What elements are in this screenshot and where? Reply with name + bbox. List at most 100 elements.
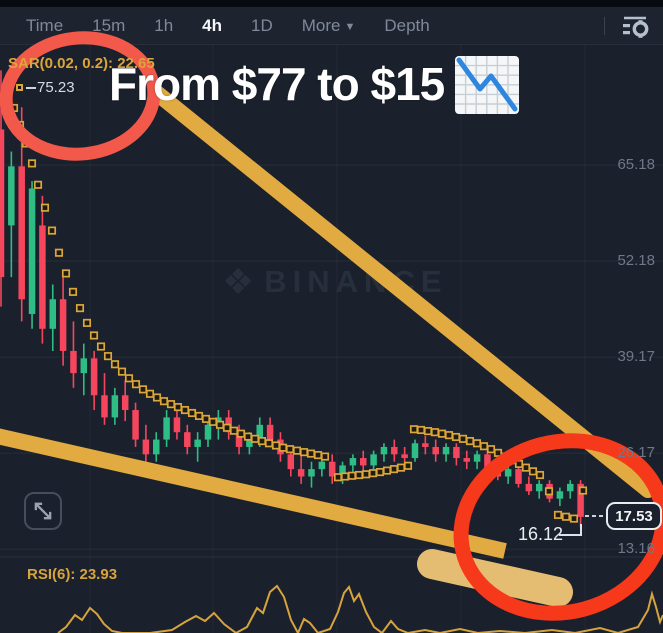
low-marker-connector-tick bbox=[580, 524, 582, 536]
sar-dot bbox=[27, 159, 37, 168]
drawn-trend-line bbox=[0, 428, 507, 559]
chevron-down-icon: ▼ bbox=[344, 20, 356, 33]
candle-body bbox=[401, 454, 408, 459]
toolbar-interval-depth[interactable]: Depth bbox=[384, 15, 430, 35]
candle-body bbox=[90, 358, 98, 396]
sar-dot bbox=[521, 463, 531, 472]
candle-body bbox=[577, 483, 584, 517]
candle-body bbox=[111, 395, 119, 418]
candle-body bbox=[411, 443, 419, 459]
candle-body bbox=[246, 439, 253, 447]
candle-body bbox=[142, 439, 150, 455]
sar-dot bbox=[437, 429, 447, 438]
candle-body bbox=[370, 454, 377, 466]
sar-dot bbox=[561, 512, 571, 521]
sar-dot bbox=[553, 510, 563, 519]
candle-body bbox=[422, 443, 429, 447]
candle-body bbox=[59, 299, 67, 351]
candle-body bbox=[204, 424, 212, 440]
sar-dot bbox=[361, 470, 371, 479]
candle-body bbox=[463, 458, 470, 462]
sar-dot bbox=[472, 439, 482, 448]
chart-decreasing-emoji-icon bbox=[455, 56, 520, 114]
toolbar-interval-time[interactable]: Time bbox=[26, 15, 64, 35]
sar-start-price: 75.23 bbox=[37, 79, 75, 96]
candle-body bbox=[525, 483, 533, 492]
toolbar-interval-1d[interactable]: 1D bbox=[251, 15, 273, 35]
sar-dot bbox=[430, 428, 440, 437]
sar-dot bbox=[299, 448, 309, 457]
sar-dot bbox=[451, 432, 461, 442]
sar-dot bbox=[131, 380, 141, 389]
sar-dot bbox=[368, 469, 378, 478]
sar-dot bbox=[187, 408, 197, 418]
expand-chart-button[interactable] bbox=[24, 492, 62, 530]
sar-dot bbox=[138, 385, 148, 394]
sar-dot bbox=[313, 451, 323, 460]
candle-body bbox=[18, 166, 25, 300]
sar-dot bbox=[528, 467, 538, 476]
toolbar-interval-15m[interactable]: 15m bbox=[92, 15, 126, 35]
top-black-strip bbox=[0, 0, 663, 7]
sar-dot bbox=[306, 449, 316, 458]
meme-title: From $77 to $15 bbox=[109, 53, 520, 115]
candle-body bbox=[163, 417, 170, 440]
sar-dot bbox=[194, 411, 204, 420]
candle-body bbox=[556, 491, 564, 499]
sar-dot bbox=[243, 432, 253, 441]
candle-body bbox=[484, 454, 491, 471]
sar-dot bbox=[409, 425, 419, 434]
candle-body bbox=[432, 446, 439, 455]
toolbar-interval-4h[interactable]: 4h bbox=[202, 15, 222, 35]
candle-body bbox=[101, 395, 108, 418]
candle-body bbox=[153, 439, 160, 455]
sar-dot bbox=[145, 389, 155, 398]
candle-body bbox=[308, 469, 315, 477]
candle-body bbox=[266, 424, 274, 440]
sar-dot bbox=[292, 446, 302, 455]
sar-dot bbox=[89, 331, 99, 340]
sar-dot bbox=[458, 434, 468, 443]
sar-dot bbox=[354, 470, 364, 480]
sar-dot bbox=[173, 403, 183, 412]
sar-dot bbox=[444, 431, 454, 440]
price-axis-label: 39.17 bbox=[617, 348, 655, 366]
candle-body bbox=[0, 129, 5, 278]
price-axis-label: 26.17 bbox=[617, 444, 655, 462]
sar-dot bbox=[347, 471, 357, 480]
sar-dot bbox=[68, 287, 78, 296]
sar-dot bbox=[117, 367, 127, 376]
drawn-trend-line bbox=[150, 86, 656, 498]
toolbar-interval-1h[interactable]: 1h bbox=[154, 15, 174, 35]
indicator-settings-icon[interactable] bbox=[617, 12, 653, 40]
candle-body bbox=[380, 446, 388, 455]
candle-body bbox=[49, 299, 56, 329]
sar-dot bbox=[544, 487, 554, 496]
sar-dot-icon bbox=[16, 84, 23, 91]
sar-dot bbox=[486, 445, 496, 454]
sar-dot bbox=[222, 423, 232, 432]
candle-body bbox=[287, 454, 295, 470]
sar-indicator-label: SAR(0.02, 0.2): 22.65 bbox=[8, 55, 155, 72]
price-axis-label: 13.16 bbox=[617, 540, 655, 558]
candle-body bbox=[328, 461, 336, 477]
candle-body bbox=[173, 417, 181, 433]
sar-dot bbox=[578, 486, 588, 495]
low-marker-connector bbox=[559, 534, 582, 536]
sar-dot bbox=[569, 514, 579, 523]
sar-dot bbox=[389, 465, 399, 474]
sar-dot bbox=[333, 473, 343, 482]
sar-dot bbox=[152, 393, 162, 402]
current-price-tag: 17.53 bbox=[606, 502, 662, 530]
candle-body bbox=[535, 483, 543, 492]
sar-dot bbox=[465, 437, 475, 446]
sar-dot bbox=[33, 180, 43, 189]
sar-dot bbox=[264, 439, 274, 448]
sar-dot bbox=[285, 445, 295, 454]
price-axis-label: 65.18 bbox=[617, 156, 655, 173]
sar-dot bbox=[535, 470, 545, 480]
sar-dot bbox=[396, 463, 406, 472]
sar-dot bbox=[47, 226, 57, 235]
toolbar-interval-more[interactable]: More ▼ bbox=[301, 15, 356, 35]
